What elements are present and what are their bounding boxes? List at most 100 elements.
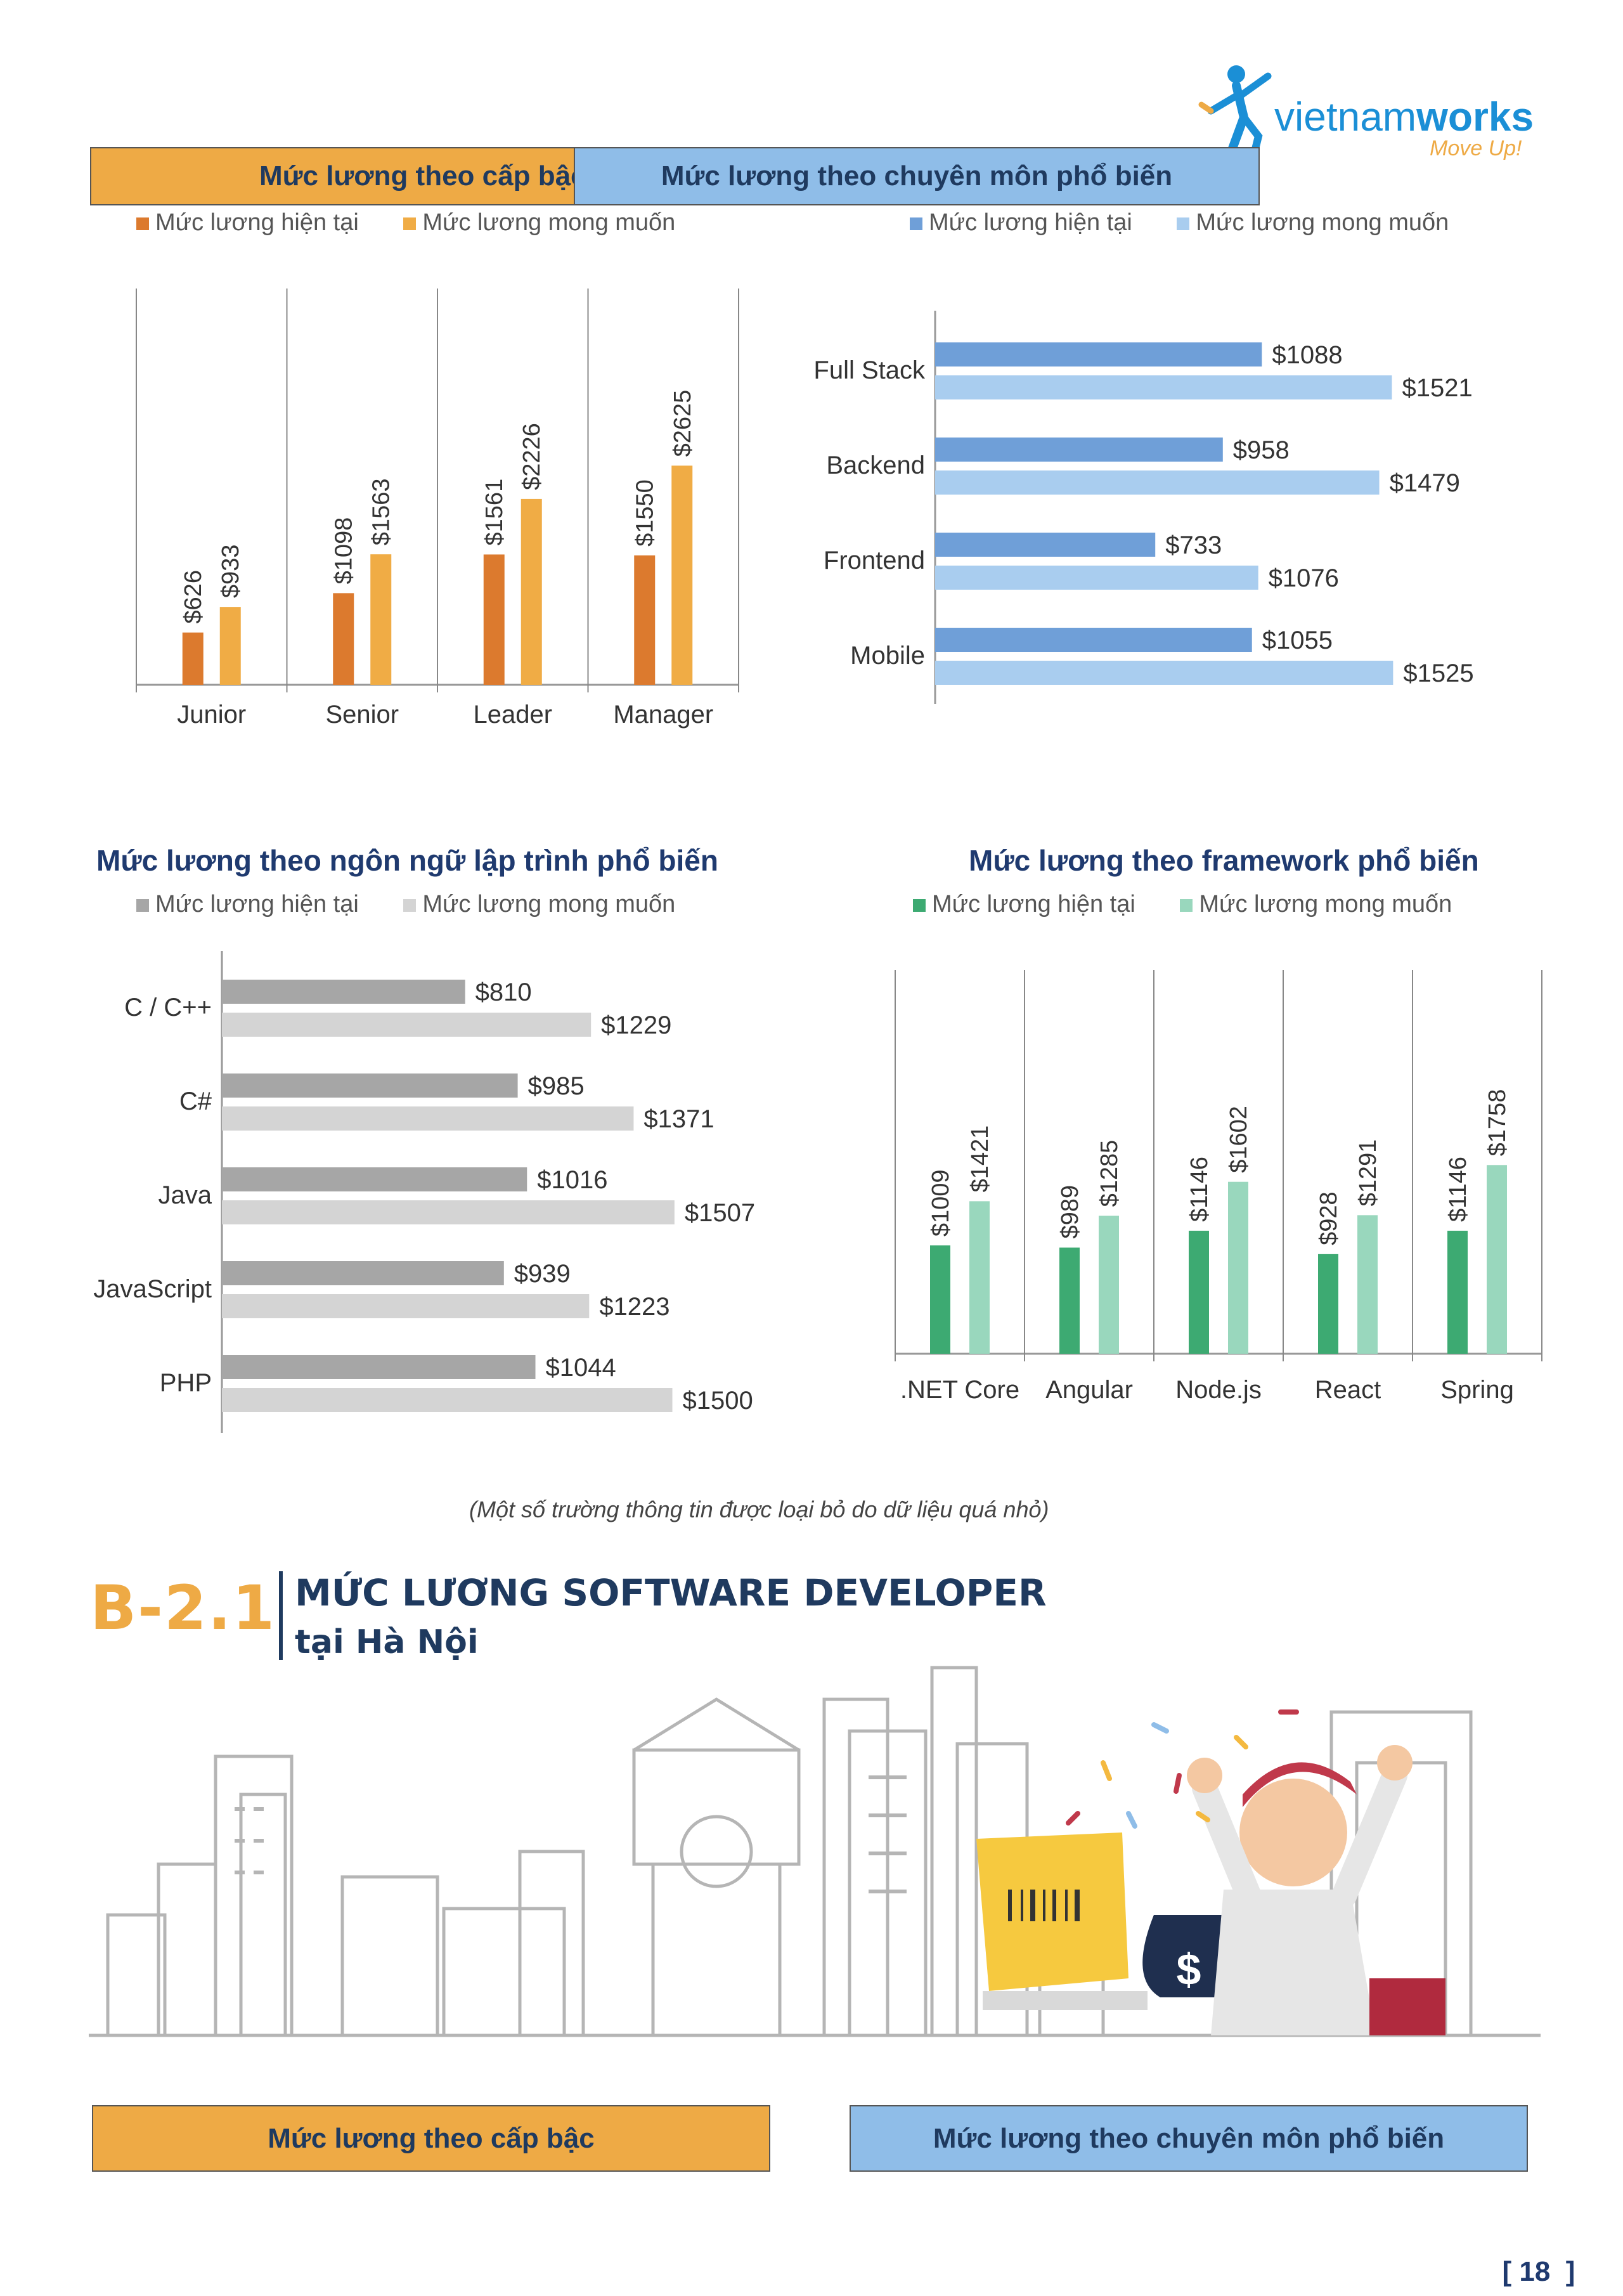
data-label: $1521 [1402, 374, 1472, 402]
bar-expected [370, 554, 392, 685]
data-label: $939 [514, 1260, 571, 1288]
data-note: (Một số trường thông tin được loại bỏ do… [469, 1496, 1049, 1522]
bar-expected [521, 498, 542, 685]
legend-current-label: Mức lương hiện tại [929, 209, 1132, 236]
bar-current [935, 533, 1156, 557]
bracket-right-icon: ] [1550, 2256, 1575, 2287]
data-label: $1479 [1390, 469, 1460, 497]
section-divider [279, 1571, 283, 1660]
legend-expected-label: Mức lương mong muốn [422, 891, 676, 918]
category-label: Manager [613, 701, 713, 729]
data-label: $626 [180, 570, 207, 624]
chart-salary-by-specialty: $1088 $1521 Full Stack $958 $1479 Backend $733… [813, 311, 1474, 704]
header-specialty-label: Mức lương theo chuyên môn phổ biến [661, 160, 1173, 191]
bar-expected [935, 661, 1393, 685]
data-label: $1550 [632, 479, 659, 547]
legend-current-label: Mức lương hiện tại [932, 891, 1135, 918]
data-label: $985 [528, 1072, 585, 1100]
data-label: $989 [1057, 1185, 1083, 1239]
bar-expected [219, 607, 241, 685]
bar-expected [671, 465, 693, 685]
data-label: $1223 [599, 1293, 669, 1321]
data-label: $958 [1233, 436, 1290, 464]
data-label: $1371 [643, 1105, 714, 1133]
logo-tagline: Move Up! [1430, 136, 1522, 160]
bar-expected [222, 1013, 592, 1037]
legend-specialty: Mức lương hiện tại Mức lương mong muốn [910, 209, 1487, 237]
data-label: $1009 [928, 1169, 954, 1236]
bar-current [1189, 1230, 1209, 1354]
legend-current-label: Mức lương hiện tại [155, 891, 359, 918]
data-label: $733 [1165, 531, 1222, 559]
section-code: B-2.1 [90, 1573, 276, 1644]
bar-current [634, 555, 656, 685]
svg-text:$: $ [1177, 1945, 1201, 1994]
legend-item-current: Mức lương hiện tại [910, 209, 1132, 236]
legend-languages: Mức lương hiện tại Mức lương mong muốn [136, 891, 713, 918]
logo-brand-bold: works [1416, 94, 1534, 139]
category-label: Node.js [1175, 1376, 1262, 1404]
bar-expected [1357, 1215, 1378, 1354]
chart-salary-by-framework: $1009 $1421 .NET Core $989 $1285 Angular $1146… [895, 970, 1542, 1404]
data-label: $1507 [685, 1199, 755, 1227]
data-label: $1076 [1269, 564, 1339, 592]
bar-current [333, 593, 354, 685]
data-label: $1285 [1096, 1140, 1123, 1207]
chart-salary-by-level: $626 $933 Junior $1098 $1563 Senior $1561 $2226… [136, 289, 739, 729]
legend-item-expected: Mức lương mong muốn [403, 209, 675, 236]
bar-current [483, 554, 505, 685]
category-label: Senior [325, 701, 399, 729]
legend-expected-label: Mức lương mong muốn [1199, 891, 1452, 918]
data-label: $1758 [1484, 1089, 1511, 1157]
category-label: Spring [1440, 1376, 1514, 1404]
bar-expected [969, 1201, 990, 1354]
money-bag-icon: $ [1142, 1915, 1236, 1997]
legend-item-expected: Mức lương mong muốn [1180, 891, 1452, 918]
data-label: $1044 [546, 1354, 616, 1382]
data-label: $1055 [1262, 626, 1333, 654]
category-label: PHP [160, 1369, 212, 1397]
data-label: $1500 [683, 1387, 753, 1415]
bar-current [182, 632, 204, 685]
bottom-header-level-label: Mức lương theo cấp bậc [268, 2122, 595, 2154]
bar-current [935, 628, 1252, 652]
bottom-header-specialty: Mức lương theo chuyên môn phổ biến [850, 2105, 1528, 2172]
legend-frameworks: Mức lương hiện tại Mức lương mong muốn [913, 891, 1490, 918]
title-languages: Mức lương theo ngôn ngữ lập trình phổ bi… [96, 844, 718, 877]
data-label: $1098 [331, 517, 358, 585]
bottom-header-level: Mức lương theo cấp bậc [92, 2105, 770, 2172]
bar-current [222, 1261, 504, 1285]
chart-salary-by-language: $810 $1229 C / C++ $985 $1371 C# $1016 $1507 Jav… [93, 951, 755, 1433]
data-label: $1602 [1225, 1106, 1252, 1173]
data-label: $1525 [1403, 659, 1473, 687]
celebrating-person-icon [1187, 1745, 1445, 2035]
section-subtitle: tại Hà Nội [295, 1623, 479, 1661]
data-label: $933 [217, 545, 244, 599]
header-level-label: Mức lương theo cấp bậc [259, 160, 578, 191]
category-label: C / C++ [124, 994, 212, 1022]
category-label: JavaScript [93, 1275, 212, 1303]
bar-expected [222, 1200, 675, 1224]
title-frameworks: Mức lương theo framework phổ biến [969, 844, 1479, 877]
monitor-icon [976, 1832, 1148, 2010]
legend-expected-label: Mức lương mong muốn [1196, 209, 1449, 236]
data-label: $1291 [1355, 1139, 1381, 1207]
header-level: Mức lương theo cấp bậc [90, 147, 578, 205]
category-label: Junior [177, 701, 246, 729]
category-label: Angular [1045, 1376, 1133, 1404]
bar-current [935, 342, 1262, 366]
bar-expected [935, 375, 1392, 399]
category-label: C# [179, 1087, 212, 1115]
category-label: Backend [826, 451, 925, 479]
bracket-left-icon: [ [1502, 2256, 1520, 2287]
bar-current [1318, 1254, 1338, 1354]
bottom-header-specialty-label: Mức lương theo chuyên môn phổ biến [933, 2122, 1445, 2154]
data-label: $1561 [481, 479, 508, 546]
cityscape-illustration: $ [89, 1666, 1541, 2037]
data-label: $1146 [1445, 1157, 1471, 1222]
data-label: $1563 [368, 479, 395, 546]
bar-expected [935, 470, 1380, 495]
legend-item-current: Mức lương hiện tại [913, 891, 1135, 918]
bar-current [222, 1355, 536, 1379]
bar-current [222, 980, 465, 1004]
